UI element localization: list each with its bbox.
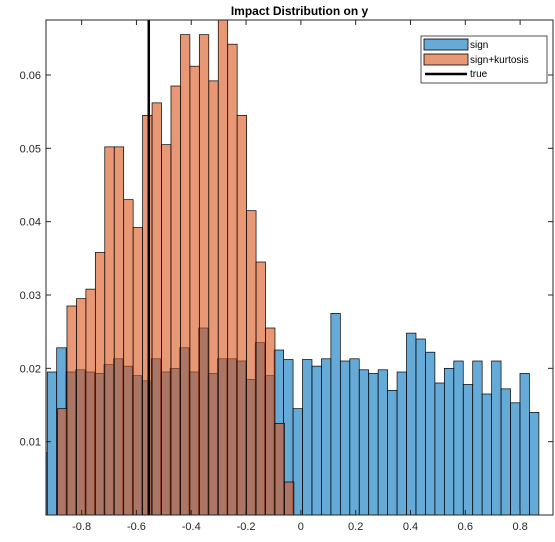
bar-sign bbox=[377, 369, 388, 515]
bar-sign bbox=[510, 402, 521, 515]
y-tick-label: 0.04 bbox=[20, 217, 41, 229]
bar-sign bbox=[415, 338, 426, 515]
x-tick-label: -0.8 bbox=[72, 521, 91, 533]
bar-sign-kurtosis bbox=[94, 252, 106, 515]
x-tick-label: -0.2 bbox=[237, 521, 256, 533]
bar-sign-kurtosis bbox=[132, 227, 143, 515]
bar-sign bbox=[358, 369, 370, 515]
bar-sign bbox=[491, 360, 502, 515]
bar-sign-kurtosis bbox=[104, 146, 115, 515]
y-tick-label: 0.06 bbox=[20, 70, 41, 82]
bar-sign-kurtosis bbox=[227, 43, 238, 515]
y-tick-label: 0.01 bbox=[20, 437, 41, 449]
legend-swatch-sign bbox=[423, 38, 469, 51]
bar-sign bbox=[311, 365, 322, 515]
bar-sign-kurtosis bbox=[180, 34, 191, 515]
bar-sign bbox=[292, 408, 303, 515]
bar-sign bbox=[302, 359, 313, 515]
legend-label-sign-kurtosis: sign+kurtosis bbox=[470, 55, 529, 66]
bar-sign-kurtosis bbox=[189, 65, 200, 515]
bar-sign-kurtosis bbox=[198, 34, 210, 515]
bar-sign bbox=[443, 367, 455, 515]
bar-sign-kurtosis bbox=[76, 298, 87, 515]
bar-sign bbox=[387, 389, 398, 515]
bar-sign-kurtosis bbox=[265, 327, 276, 515]
bar-sign-kurtosis bbox=[274, 422, 285, 515]
bar-sign bbox=[472, 360, 483, 515]
bar-sign bbox=[46, 371, 58, 515]
bar-sign-kurtosis bbox=[255, 261, 266, 515]
bar-sign-kurtosis bbox=[161, 144, 172, 515]
bar-sign bbox=[330, 312, 341, 515]
bar-sign-kurtosis bbox=[66, 305, 77, 515]
bar-sign-kurtosis bbox=[57, 408, 68, 515]
chart-title: Impact Distribution on y bbox=[231, 4, 369, 18]
bar-sign-kurtosis bbox=[113, 146, 125, 515]
y-tick-label: 0.05 bbox=[20, 143, 41, 155]
legend-label-true: true bbox=[470, 69, 488, 80]
bar-sign bbox=[368, 373, 379, 515]
bar-sign bbox=[349, 358, 360, 515]
bar-sign-kurtosis bbox=[151, 102, 162, 515]
bar-sign bbox=[339, 360, 351, 515]
legend: sign sign+kurtosis true bbox=[420, 35, 548, 84]
bar-sign-kurtosis bbox=[208, 80, 219, 515]
bars-layer bbox=[46, 20, 540, 515]
bar-sign-kurtosis bbox=[85, 288, 96, 515]
bar-sign-kurtosis bbox=[142, 114, 153, 515]
legend-swatch-sign-kurtosis bbox=[423, 53, 469, 66]
bar-sign-kurtosis bbox=[246, 210, 257, 515]
bar-sign-kurtosis bbox=[170, 85, 181, 515]
x-tick-label: 0.8 bbox=[512, 521, 527, 533]
bar-sign bbox=[425, 351, 436, 515]
x-tick-label: 0.6 bbox=[458, 521, 473, 533]
bar-sign bbox=[529, 411, 540, 515]
bar-sign-kurtosis bbox=[284, 481, 295, 515]
bar-sign-kurtosis bbox=[236, 114, 247, 515]
x-tick-label: 0.4 bbox=[403, 521, 418, 533]
bar-sign bbox=[453, 360, 464, 515]
x-axis: -0.8 -0.6 -0.4 -0.2 0 0.2 0.4 0.6 0.8 bbox=[72, 20, 528, 533]
legend-label-sign: sign bbox=[470, 40, 488, 51]
x-tick-label: 0 bbox=[298, 521, 304, 533]
bar-sign bbox=[321, 358, 332, 515]
y-tick-label: 0.02 bbox=[20, 363, 41, 375]
bar-sign-kurtosis bbox=[123, 199, 134, 515]
bar-sign-kurtosis bbox=[217, 20, 229, 515]
x-tick-label: -0.6 bbox=[127, 521, 146, 533]
plot-frame bbox=[45, 19, 554, 516]
bar-sign bbox=[406, 332, 417, 515]
bar-sign bbox=[396, 371, 407, 515]
bar-sign bbox=[434, 382, 445, 515]
y-axis: 0.01 0.02 0.03 0.04 0.05 0.06 bbox=[20, 70, 553, 449]
x-tick-label: -0.4 bbox=[182, 521, 201, 533]
bar-sign bbox=[462, 384, 474, 515]
bar-sign bbox=[500, 388, 511, 515]
bar-sign bbox=[481, 393, 492, 515]
bar-sign bbox=[519, 373, 530, 515]
y-tick-label: 0.03 bbox=[20, 290, 41, 302]
x-tick-label: 0.2 bbox=[348, 521, 363, 533]
